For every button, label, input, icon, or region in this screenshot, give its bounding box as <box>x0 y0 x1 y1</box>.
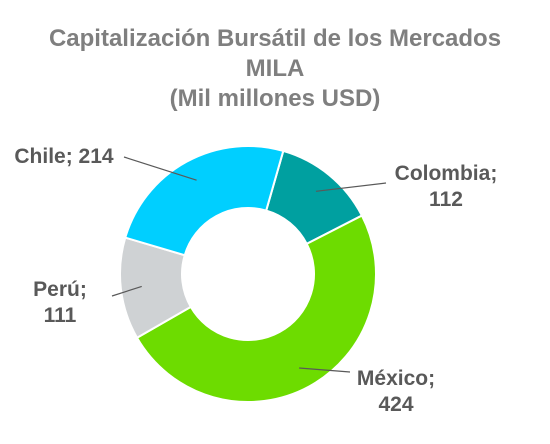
data-label-line: Chile; 214 <box>14 145 114 168</box>
leader-line <box>315 182 387 192</box>
data-label-peru: Perú; 111 <box>33 278 87 327</box>
data-label-line: 424 <box>378 393 413 416</box>
data-label-line: Colombia; <box>395 162 498 185</box>
data-label-mexico: México; 424 <box>357 367 435 416</box>
chart-title: Capitalización Bursátil de los Mercados … <box>0 24 550 114</box>
data-label-line: Perú; <box>33 278 87 301</box>
data-label-line: 112 <box>429 188 463 211</box>
data-label-colombia: Colombia; 112 <box>395 162 498 211</box>
data-label-chile: Chile; 214 <box>14 145 114 168</box>
chart-title-line-2: MILA <box>245 55 305 82</box>
leader-line <box>111 285 142 297</box>
data-label-line: México; <box>357 367 435 390</box>
leader-line <box>299 367 351 373</box>
slice-chile <box>124 145 285 257</box>
data-label-line: 111 <box>44 304 77 327</box>
chart-title-line-3: (Mil millones USD) <box>169 85 381 112</box>
chart-title-line-1: Capitalización Bursátil de los Mercados <box>48 25 502 52</box>
leader-line <box>123 156 197 181</box>
slice-mexico <box>135 214 377 403</box>
